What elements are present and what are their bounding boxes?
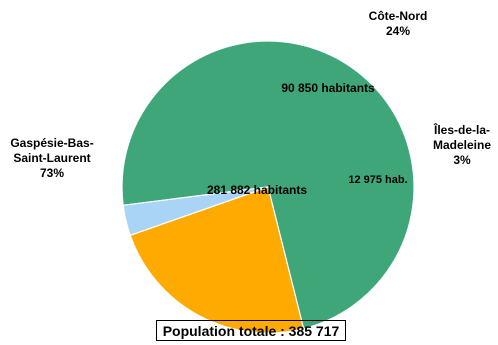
pie-slices <box>121 40 415 334</box>
slice-category-line: Gaspésie-Bas- <box>10 136 93 150</box>
pie-slice-1 <box>129 186 305 334</box>
pie-slice-0 <box>121 40 415 330</box>
slice-category-line: Îles-de-la- <box>433 122 490 137</box>
slice-category-line: 73% <box>40 166 64 180</box>
slice-category-line: Saint-Laurent <box>13 151 90 165</box>
slice-category-line: 3% <box>453 153 471 167</box>
population-total-label: Population totale : 385 717 <box>162 322 340 339</box>
category-labels: Gaspésie-Bas-Saint-Laurent 73% Côte-Nord 24… <box>10 9 491 180</box>
slice-category-label-2: Îles-de-la-Madeleine 3% <box>433 122 491 167</box>
pie-slice-2 <box>122 186 269 237</box>
slice-category-label-0: Gaspésie-Bas-Saint-Laurent 73% <box>10 136 93 180</box>
slice-category-line: Madeleine <box>433 138 491 152</box>
slice-value-label-0: 281 882 habitants <box>207 183 307 197</box>
slice-category-label-1: Côte-Nord 24% <box>369 9 428 38</box>
value-labels: 281 882 habitants 90 850 habitants 12 975 … <box>207 81 408 197</box>
slice-category-line: Côte-Nord <box>369 9 428 23</box>
population-total-box: Population totale : 385 717 <box>156 320 346 341</box>
slice-category-line: 24% <box>386 24 410 38</box>
slice-value-label-1: 90 850 habitants <box>281 81 375 95</box>
slice-value-label-2: 12 975 hab. <box>348 174 407 186</box>
